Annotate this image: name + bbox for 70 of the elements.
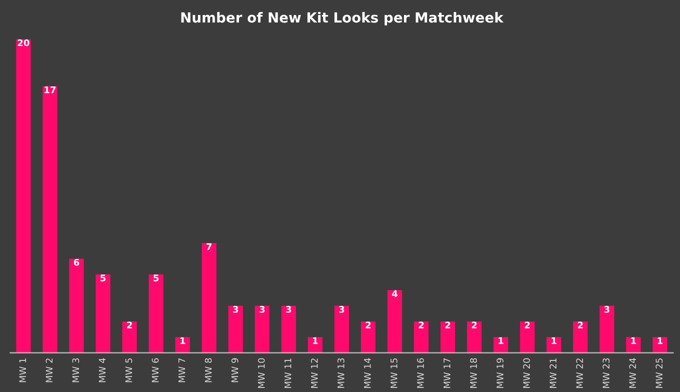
x-tick-label: MW 11 (284, 358, 292, 388)
x-tick-label: MW 9 (231, 358, 238, 382)
bar (228, 306, 243, 353)
x-tick-label: MW 23 (602, 358, 610, 388)
data-label: 1 (180, 337, 186, 344)
x-tick-label: MW 21 (550, 358, 556, 388)
x-tick-label: MW 24 (629, 358, 636, 388)
bar (334, 306, 349, 353)
x-tick-label: MW 5 (125, 358, 132, 382)
data-label: 1 (313, 337, 318, 344)
x-tick-label: MW 7 (178, 358, 186, 382)
x-tick-label: MW 15 (390, 358, 398, 388)
x-tick-label: MW 22 (576, 358, 583, 388)
data-label: 3 (604, 306, 610, 313)
bar (96, 274, 110, 353)
bar (69, 258, 84, 353)
data-label: 2 (418, 322, 424, 328)
data-label: 3 (233, 306, 238, 313)
bar (387, 290, 402, 353)
x-tick-label: MW 16 (417, 358, 424, 388)
x-tick-label: MW 1 (19, 358, 26, 382)
data-label: 2 (127, 322, 132, 328)
x-tick-label: MW 2 (46, 358, 52, 382)
data-label: 1 (631, 337, 636, 344)
x-tick-label: MW 17 (444, 358, 450, 388)
data-label: 3 (286, 306, 292, 313)
data-label: 1 (552, 337, 556, 344)
bar (467, 321, 482, 353)
x-tick-label: MW 13 (337, 358, 344, 388)
data-label: 5 (100, 274, 106, 282)
x-tick-label: MW 18 (470, 358, 477, 388)
data-label: 20 (18, 39, 30, 46)
bar (414, 321, 429, 353)
x-tick-label: MW 25 (656, 358, 663, 388)
x-tick-label: MW 19 (496, 358, 504, 388)
x-tick-label: MW 14 (364, 358, 371, 388)
chart-title: Number of New Kit Looks per Matchweek (181, 12, 504, 26)
bar (254, 306, 270, 353)
data-label: 5 (154, 274, 159, 282)
x-tick-label: MW 3 (72, 358, 80, 382)
bar (202, 243, 216, 353)
bar (520, 321, 535, 353)
data-label: 1 (498, 337, 504, 344)
bar (360, 321, 376, 353)
bar (148, 274, 164, 353)
data-label: 6 (74, 258, 80, 266)
data-label: 2 (472, 322, 477, 328)
bar (573, 321, 588, 353)
data-label: 3 (339, 306, 344, 313)
data-label: 2 (578, 322, 583, 328)
data-label: 7 (206, 243, 212, 250)
x-tick-label: MW 6 (152, 358, 159, 382)
data-label: 17 (44, 86, 56, 94)
bar (42, 86, 58, 353)
x-tick-label: MW 4 (98, 358, 106, 382)
x-tick-label: MW 12 (310, 358, 318, 388)
bar (16, 39, 31, 353)
data-label: 2 (366, 322, 371, 328)
bar (122, 321, 137, 353)
bar (281, 306, 296, 353)
data-label: 3 (260, 306, 265, 313)
bar (600, 306, 614, 353)
x-tick-label: MW 20 (523, 358, 530, 388)
data-label: 1 (658, 337, 662, 344)
x-tick-label: MW 10 (258, 358, 265, 388)
data-label: 4 (392, 290, 398, 297)
data-label: 2 (445, 322, 450, 328)
x-tick-label: MW 8 (204, 358, 212, 382)
bar (440, 321, 456, 353)
data-label: 2 (524, 322, 530, 328)
